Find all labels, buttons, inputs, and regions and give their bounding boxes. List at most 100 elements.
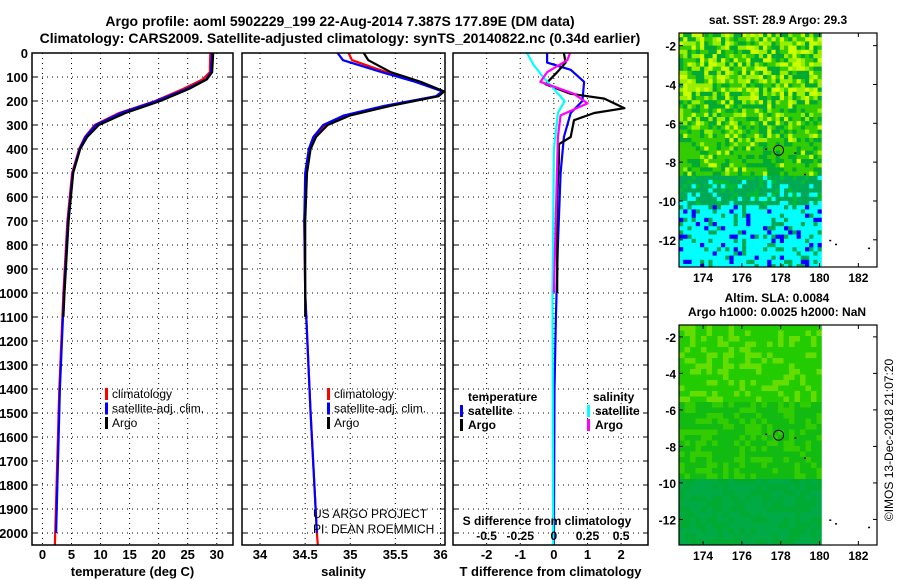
heatmap-cell [758, 201, 764, 206]
heatmap-cell [789, 473, 795, 480]
heatmap-cell [800, 125, 806, 130]
heatmap-cell [690, 413, 696, 419]
heatmap-cell [750, 347, 757, 353]
heatmap-cell [813, 33, 818, 38]
heatmap-cell [687, 121, 692, 126]
heatmap-cell [679, 429, 685, 436]
heatmap-cell [700, 100, 705, 105]
heatmap-cell [783, 517, 790, 524]
heatmap-cell [800, 226, 806, 231]
heatmap-cell [750, 451, 757, 458]
map-lon-tick-label: 174 [693, 271, 713, 285]
heatmap-cell [809, 75, 814, 80]
heatmap-cell [761, 429, 768, 436]
heatmap-cell [771, 259, 776, 265]
heatmap-cell [763, 217, 768, 223]
heatmap-cell [716, 70, 722, 76]
heatmap-cell [700, 226, 705, 231]
heatmap-cell [742, 264, 747, 268]
heatmap-cell [809, 70, 814, 76]
heatmap-cell [717, 484, 724, 491]
heatmap-cell [695, 495, 702, 502]
heatmap-cell [779, 49, 785, 55]
heatmap-cell [767, 247, 772, 252]
heatmap-cell [794, 517, 801, 524]
heatmap-cell [784, 66, 789, 72]
heatmap-cell [687, 96, 692, 101]
heatmap-cell [700, 146, 705, 151]
heatmap-cell [739, 385, 746, 392]
heatmap-cell [746, 125, 751, 130]
heatmap-cell [701, 446, 707, 452]
heatmap-cell [816, 336, 822, 342]
heatmap-cell [679, 58, 684, 63]
heatmap-cell [750, 41, 755, 46]
heatmap-cell [712, 167, 718, 172]
heatmap-cell [817, 121, 822, 126]
heatmap-cell [779, 66, 785, 72]
heatmap-cell [778, 358, 784, 364]
heatmap-cell [805, 217, 810, 223]
heatmap-cell [721, 87, 726, 93]
heatmap-cell [813, 167, 818, 172]
heatmap-cell [767, 468, 773, 474]
heatmap-cell [789, 468, 795, 474]
heatmap-cell [775, 37, 781, 42]
heatmap-cell [809, 49, 814, 55]
heatmap-cell [794, 330, 801, 337]
heatmap-cell [683, 205, 688, 210]
heatmap-cell [683, 129, 688, 135]
heatmap-cell [691, 150, 697, 156]
legend-title-salinity: salinity [593, 390, 635, 404]
heatmap-cell [817, 75, 822, 80]
heatmap-cell [746, 209, 751, 214]
heatmap-cell [800, 66, 806, 72]
heatmap-cell [754, 154, 760, 160]
heatmap-cell [679, 369, 685, 375]
heatmap-cell [734, 490, 740, 496]
heatmap-cell [704, 37, 709, 42]
heatmap-cell [789, 374, 795, 381]
heatmap-cell [683, 83, 688, 88]
heatmap-cell [789, 407, 795, 414]
heatmap-cell [690, 446, 696, 452]
heatmap-cell [784, 33, 789, 38]
heatmap-cell [708, 112, 713, 118]
heatmap-cell [723, 325, 729, 331]
heatmap-cell [767, 230, 772, 235]
heatmap-cell [687, 264, 692, 268]
heatmap-cell [767, 402, 773, 408]
heatmap-cell [691, 117, 697, 122]
heatmap-cell [739, 495, 746, 502]
heatmap-cell [800, 501, 806, 507]
heatmap-cell [712, 45, 718, 51]
heatmap-cell [742, 251, 747, 256]
heatmap-cell [763, 154, 768, 160]
heatmap-cell [813, 264, 818, 268]
heatmap-cell [712, 358, 718, 364]
heatmap-cell [679, 347, 685, 353]
heatmap-cell [687, 180, 692, 185]
heatmap-cell [750, 226, 755, 231]
heatmap-cell [784, 180, 789, 185]
figure-title-line1: Argo profile: aoml 5902229_199 22-Aug-20… [105, 13, 574, 29]
heatmap-cell [734, 418, 740, 425]
heatmap-cell [728, 501, 735, 507]
heatmap-cell [784, 259, 789, 265]
heatmap-cell [794, 468, 801, 474]
heatmap-cell [739, 391, 746, 397]
heatmap-cell [725, 146, 730, 151]
heatmap-cell [716, 33, 722, 38]
heatmap-cell [750, 70, 755, 76]
heatmap-cell [771, 108, 776, 114]
heatmap-cell [733, 112, 739, 118]
heatmap-cell [816, 363, 822, 370]
heatmap-cell [775, 159, 781, 164]
heatmap-cell [805, 41, 810, 46]
heatmap-cell [796, 70, 802, 76]
heatmap-cell [784, 117, 789, 122]
heatmap-cell [712, 264, 718, 268]
heatmap-cell [772, 369, 779, 375]
heatmap-cell [805, 33, 810, 38]
heatmap-cell [695, 358, 702, 364]
